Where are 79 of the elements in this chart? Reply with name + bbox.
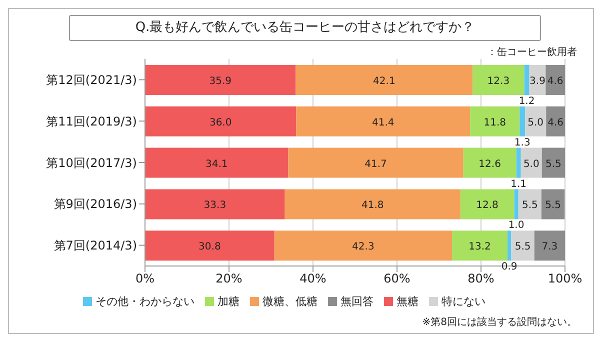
- chart-subtitle: ：缶コーヒー飲用者: [487, 46, 577, 59]
- data-label: 30.8: [198, 242, 221, 253]
- bar: [145, 189, 285, 220]
- bar: [452, 230, 508, 261]
- data-label: 3.9: [530, 76, 546, 87]
- data-label: 5.5: [545, 200, 561, 212]
- bar: [534, 230, 565, 261]
- data-label: 1.1: [510, 178, 527, 190]
- y-tick-label: 第7回(2014/3): [54, 238, 137, 253]
- data-label: 41.7: [364, 158, 387, 170]
- legend-label: 特にない: [442, 295, 486, 308]
- legend-label: 無回答: [340, 295, 374, 308]
- text: ※第8回には該当する設問はない。: [422, 316, 577, 329]
- bar: [145, 148, 288, 178]
- x-tick-label: 100%: [548, 272, 582, 286]
- y-tick-label: 第12回(2021/3): [46, 72, 137, 87]
- x-tick-label: 20%: [216, 272, 242, 286]
- data-label: 12.3: [487, 76, 510, 87]
- bar: [546, 65, 565, 95]
- data-label: 12.8: [476, 200, 498, 212]
- x-tick-label: 40%: [300, 272, 326, 286]
- data-label: 42.3: [352, 242, 374, 253]
- x-tick-label: 80%: [468, 272, 494, 286]
- legend-label: その他・わからない: [96, 295, 194, 308]
- bar: [472, 65, 524, 95]
- data-label: 0.9: [501, 262, 518, 273]
- bar: [514, 189, 518, 220]
- data-label: 36.0: [209, 117, 232, 128]
- bar: [463, 148, 516, 178]
- bar: [470, 106, 520, 136]
- y-tick-label: 第9回(2016/3): [54, 197, 137, 212]
- data-label: 1.3: [514, 137, 530, 148]
- bar: [274, 230, 452, 261]
- data-label: 5.5: [514, 242, 531, 253]
- bar: [542, 148, 565, 178]
- bar: [460, 189, 514, 220]
- bar: [145, 106, 296, 136]
- data-label: 35.9: [209, 76, 232, 87]
- legend-label: 加糖: [218, 295, 240, 308]
- bar: [525, 106, 546, 136]
- data-label: 42.1: [373, 76, 396, 87]
- data-label: 1.0: [508, 220, 524, 232]
- bar: [288, 148, 464, 178]
- bar: [524, 65, 530, 95]
- data-label: 5.0: [523, 158, 540, 170]
- bar: [516, 148, 521, 178]
- data-label: 4.6: [548, 117, 564, 128]
- bar: [541, 189, 565, 220]
- bar: [520, 106, 526, 136]
- data-label: 1.2: [518, 96, 535, 107]
- data-label: 7.3: [542, 242, 558, 253]
- x-tick-label: 0%: [135, 272, 155, 286]
- bar: [520, 148, 542, 178]
- legend-label: 無糖: [396, 295, 418, 308]
- legend-label: 微糖、低糖: [262, 295, 318, 308]
- bar: [145, 230, 274, 261]
- bar: [284, 189, 460, 220]
- bar: [518, 189, 542, 220]
- data-label: 5.5: [522, 200, 538, 212]
- bar: [296, 65, 473, 95]
- data-label: 5.5: [545, 158, 562, 170]
- chart-title: Q.最も好んで飲んでいる缶コーヒーの甘さはどれですか？: [69, 15, 541, 41]
- y-tick-label: 第11回(2019/3): [46, 114, 137, 128]
- data-label: 34.1: [205, 158, 228, 170]
- bar: [546, 106, 565, 136]
- data-label: 11.8: [484, 117, 506, 128]
- data-label: 12.6: [478, 158, 501, 170]
- data-label: 41.8: [362, 200, 384, 212]
- data-label: 33.3: [204, 200, 226, 212]
- data-label: 4.6: [547, 76, 564, 87]
- data-label: 5.0: [528, 117, 544, 128]
- bar: [145, 65, 296, 95]
- bar: [507, 230, 512, 261]
- y-tick-label: 第10回(2017/3): [46, 156, 137, 170]
- bar: [511, 230, 534, 261]
- x-tick-label: 60%: [384, 272, 410, 286]
- data-label: 13.2: [468, 242, 491, 253]
- bar: [296, 106, 470, 136]
- data-label: 41.4: [372, 117, 394, 128]
